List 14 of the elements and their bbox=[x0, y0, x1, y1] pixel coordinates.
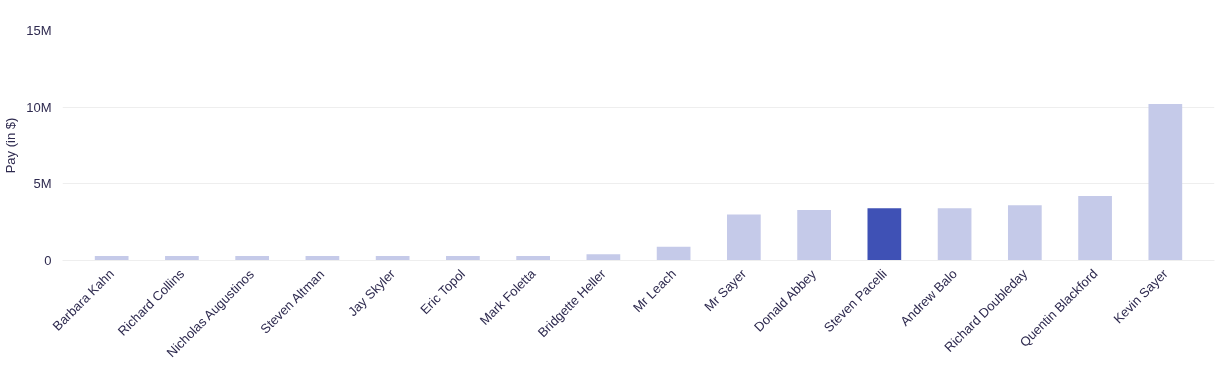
bar bbox=[937, 208, 972, 261]
bar bbox=[1078, 196, 1112, 261]
y-tick-label: 5M bbox=[33, 176, 52, 192]
bar bbox=[867, 208, 902, 261]
bar bbox=[586, 254, 621, 261]
y-tick-label: 15M bbox=[26, 23, 52, 38]
bar bbox=[1148, 104, 1183, 261]
bar bbox=[656, 246, 691, 261]
y-tick-label: 10M bbox=[26, 99, 52, 115]
bar bbox=[727, 214, 761, 261]
y-tick-label: 0 bbox=[44, 253, 52, 268]
y-axis-title: Pay (in $) bbox=[3, 117, 19, 174]
bar bbox=[797, 209, 831, 261]
bar bbox=[1007, 205, 1042, 261]
